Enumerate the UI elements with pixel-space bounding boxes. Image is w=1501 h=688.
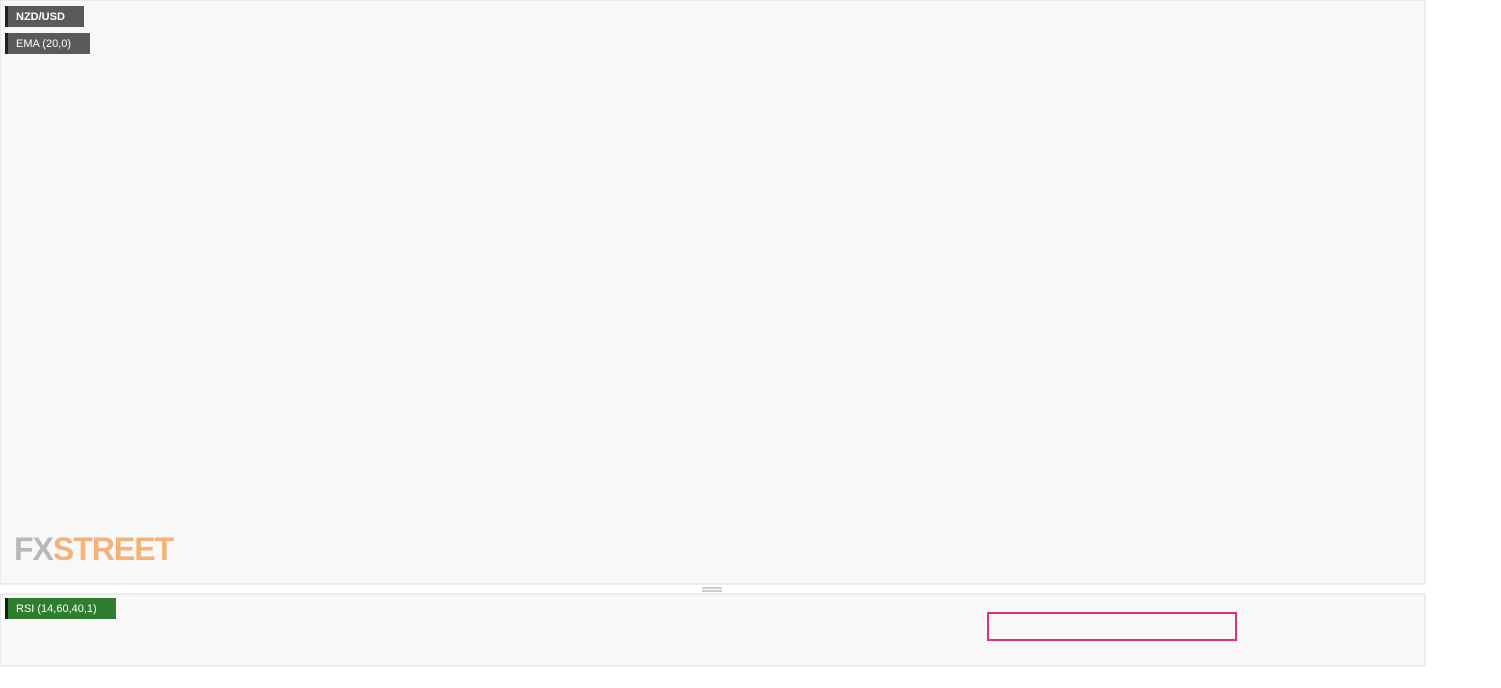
price-panel <box>0 0 1426 585</box>
watermark-street: STREET <box>53 531 175 567</box>
symbol-label: NZD/USD <box>16 11 65 23</box>
rsi-badge-edge <box>5 598 8 619</box>
rsi-panel <box>0 593 1426 667</box>
rsi-label: RSI (14,60,40,1) <box>16 603 97 615</box>
watermark-fx: FX <box>14 531 55 567</box>
ema-label: EMA (20,0) <box>16 38 71 50</box>
watermark: FXSTREET <box>14 531 175 567</box>
highlight-box <box>987 612 1237 641</box>
ema-badge <box>5 33 90 54</box>
ema-badge-edge <box>5 33 8 54</box>
rsi-badge <box>5 598 116 619</box>
symbol-badge-edge <box>5 6 8 27</box>
symbol-badge <box>5 6 84 27</box>
